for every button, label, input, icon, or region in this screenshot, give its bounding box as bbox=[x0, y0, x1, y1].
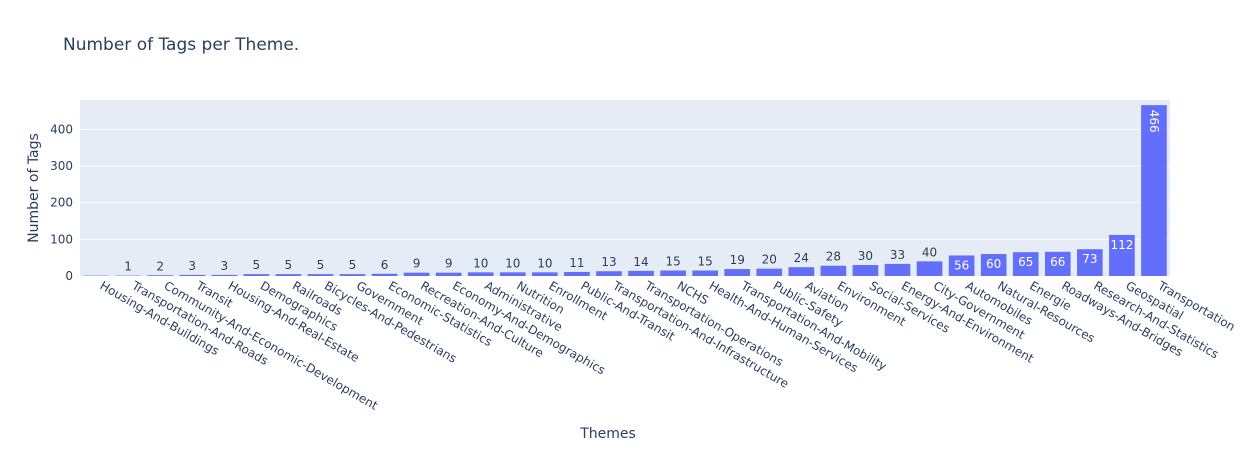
bar-value-label: 65 bbox=[1018, 255, 1033, 269]
bar-value-label: 112 bbox=[1110, 238, 1133, 252]
bar-value-label: 5 bbox=[253, 258, 261, 272]
bar bbox=[916, 261, 943, 276]
bar bbox=[692, 270, 718, 276]
chart-title: Number of Tags per Theme. bbox=[63, 35, 299, 55]
bar-value-label: 5 bbox=[349, 258, 357, 272]
bar-value-label: 5 bbox=[285, 258, 293, 272]
bar bbox=[1012, 252, 1039, 276]
bar bbox=[371, 273, 398, 276]
y-tick-label: 0 bbox=[65, 269, 73, 283]
x-tick-labels: Housing-And-BuildingsTransportation-And-… bbox=[98, 278, 1238, 413]
bar bbox=[628, 270, 654, 276]
bar bbox=[1109, 234, 1135, 276]
bar bbox=[339, 274, 366, 276]
plot-background bbox=[80, 100, 1170, 276]
bar-value-label: 28 bbox=[826, 250, 841, 264]
bar-value-label: 56 bbox=[954, 258, 969, 272]
y-axis-title: Number of Tags bbox=[26, 133, 42, 243]
bar bbox=[243, 274, 270, 276]
bar-value-label: 15 bbox=[665, 255, 680, 269]
bar bbox=[564, 271, 590, 276]
bar-value-label: 10 bbox=[473, 256, 488, 270]
gridlines bbox=[80, 128, 1170, 240]
bar-value-label: 5 bbox=[317, 258, 325, 272]
y-tick-label: 100 bbox=[50, 232, 73, 246]
bar bbox=[467, 272, 494, 276]
bar bbox=[499, 272, 526, 276]
y-tick-labels: 0 100 200 300 400 bbox=[50, 122, 73, 283]
bars bbox=[83, 105, 1167, 276]
bar bbox=[724, 269, 751, 276]
bar-value-label: 3 bbox=[220, 259, 228, 273]
bar bbox=[179, 274, 206, 276]
bar bbox=[1141, 105, 1167, 276]
bar-value-label: 14 bbox=[633, 255, 648, 269]
bar bbox=[788, 267, 815, 276]
bar-value-label: 73 bbox=[1082, 252, 1097, 266]
bar-value-label: 1 bbox=[124, 260, 132, 274]
bar bbox=[820, 265, 847, 276]
bar bbox=[1077, 249, 1103, 276]
y-tick-label: 200 bbox=[50, 196, 73, 210]
bar-value-label: 60 bbox=[986, 257, 1001, 271]
bar-value-label: 20 bbox=[762, 253, 777, 267]
bar bbox=[275, 274, 302, 276]
bar bbox=[660, 270, 686, 276]
bar bbox=[307, 274, 334, 276]
bar bbox=[403, 272, 430, 276]
bar-value-label: 19 bbox=[730, 253, 745, 267]
bar-value-label: 9 bbox=[413, 257, 421, 271]
bar-value-label: 15 bbox=[698, 255, 713, 269]
bar-value-label: 2 bbox=[156, 259, 164, 273]
bar bbox=[435, 272, 462, 276]
bar-value-label: 6 bbox=[381, 258, 389, 272]
bar-value-label: 13 bbox=[601, 255, 616, 269]
y-tick-label: 300 bbox=[50, 159, 73, 173]
bar-value-label: 9 bbox=[445, 257, 453, 271]
bar bbox=[948, 255, 975, 276]
bar bbox=[596, 271, 622, 276]
bar-value-label: 11 bbox=[569, 256, 584, 270]
bar-value-label: 466 bbox=[1147, 110, 1161, 133]
bar-value-label: 24 bbox=[794, 251, 809, 265]
bar bbox=[1044, 251, 1071, 276]
bar bbox=[532, 272, 558, 276]
bar-value-label: 3 bbox=[188, 259, 196, 273]
bar-value-label: 10 bbox=[537, 256, 552, 270]
bar bbox=[147, 275, 173, 276]
bar bbox=[884, 263, 911, 276]
bar-value-label: 33 bbox=[890, 248, 905, 262]
bar bbox=[980, 254, 1007, 276]
y-tick-label: 400 bbox=[50, 122, 73, 136]
bar bbox=[852, 265, 879, 276]
bar bbox=[211, 274, 238, 276]
bar-value-label: 30 bbox=[858, 249, 873, 263]
bar-value-label: 40 bbox=[922, 245, 937, 259]
bar-value-label: 66 bbox=[1050, 255, 1065, 269]
x-axis-title: Themes bbox=[579, 426, 636, 442]
bar-value-label: 10 bbox=[505, 256, 520, 270]
bar bbox=[756, 268, 783, 276]
bar-labels: 1 2 3 3 5 5 5 5 6 9 9 10 10 10 11 13 14 15 15 19 20 24 28 30 33 4… bbox=[124, 110, 1161, 274]
